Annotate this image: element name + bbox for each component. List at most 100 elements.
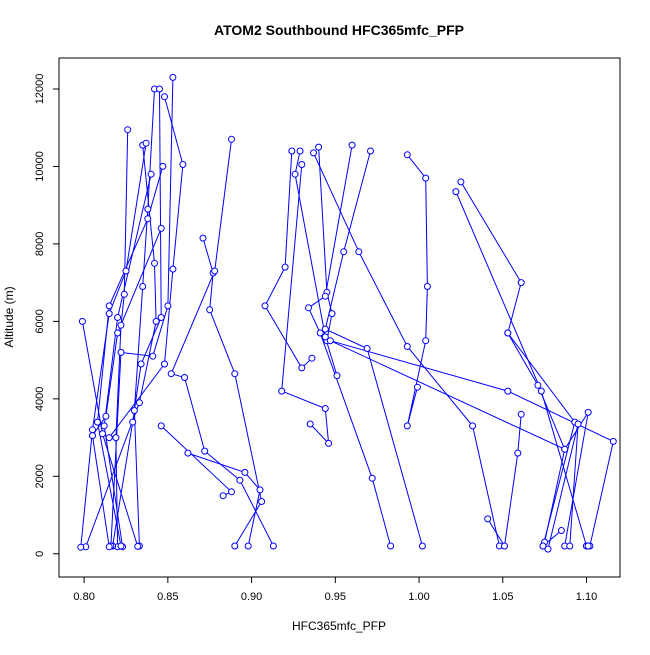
profile-line <box>103 174 152 547</box>
data-point <box>169 73 177 81</box>
data-point <box>321 325 329 333</box>
data-point <box>149 352 157 360</box>
y-tick-label: 2000 <box>34 464 46 488</box>
data-series <box>77 73 617 553</box>
data-point <box>306 420 314 428</box>
data-point <box>403 343 411 350</box>
profile-line <box>133 88 155 547</box>
data-point <box>363 345 371 352</box>
data-point <box>544 545 552 553</box>
data-point <box>161 360 168 368</box>
y-tick-label: 0 <box>34 551 46 557</box>
data-point <box>144 215 152 223</box>
data-point <box>142 139 150 147</box>
data-point <box>114 329 122 337</box>
data-point <box>135 399 143 407</box>
data-point <box>501 542 508 550</box>
data-point <box>159 162 167 170</box>
data-point <box>137 360 145 368</box>
data-point <box>504 387 512 395</box>
data-point <box>94 418 101 426</box>
data-point <box>105 302 113 310</box>
data-point <box>231 370 239 378</box>
data-point <box>348 141 356 149</box>
data-point <box>298 364 306 372</box>
data-point <box>228 135 235 143</box>
y-tick-label: 6000 <box>34 309 46 333</box>
data-point <box>514 449 522 457</box>
data-point <box>316 329 324 337</box>
data-point <box>256 486 264 494</box>
y-axis: 0 2000 4000 6000 8000 10000 12000 <box>34 74 60 557</box>
profile-line <box>318 147 333 341</box>
data-point <box>315 143 323 151</box>
profile-line <box>460 181 576 547</box>
data-point <box>321 405 329 412</box>
data-point <box>413 383 421 391</box>
data-point <box>99 430 106 438</box>
data-point <box>291 170 299 178</box>
data-point <box>139 283 147 290</box>
data-point <box>321 292 329 300</box>
data-point <box>422 174 430 182</box>
data-point <box>114 314 122 321</box>
data-point <box>164 302 172 310</box>
data-point <box>422 337 430 345</box>
profile-line <box>160 425 233 497</box>
data-point <box>201 447 209 455</box>
data-point <box>561 445 569 453</box>
data-point <box>228 488 235 496</box>
profile-line <box>264 150 313 369</box>
x-tick-label: 0.90 <box>241 591 262 603</box>
profile-line <box>330 340 614 547</box>
data-point <box>161 93 168 101</box>
data-point <box>281 263 289 271</box>
data-point <box>534 381 542 389</box>
profile-line <box>115 129 129 547</box>
plot-frame <box>58 57 621 578</box>
data-point <box>122 267 130 275</box>
chart-title: ATOM2 Southbound HFC365mfc_PFP <box>214 22 464 38</box>
data-point <box>584 408 592 416</box>
data-point <box>147 170 155 178</box>
x-tick-label: 1.05 <box>492 591 513 603</box>
data-point <box>418 542 426 550</box>
data-point <box>112 434 120 442</box>
profile-line <box>406 154 428 427</box>
data-point <box>167 370 175 378</box>
data-point <box>241 468 249 476</box>
data-point <box>152 317 160 325</box>
data-point <box>566 542 574 550</box>
data-point <box>469 422 477 430</box>
data-point <box>484 515 492 523</box>
data-point <box>278 387 286 395</box>
profile-line <box>307 145 392 547</box>
x-tick-label: 0.80 <box>73 591 94 603</box>
data-point <box>231 542 239 550</box>
data-point <box>308 354 316 362</box>
data-point <box>102 412 110 420</box>
data-point <box>105 434 113 442</box>
data-point <box>517 410 525 418</box>
data-point <box>211 267 219 275</box>
profile-line <box>85 145 157 547</box>
data-point <box>321 333 329 341</box>
data-point <box>117 542 125 550</box>
data-point <box>403 151 411 159</box>
data-point <box>328 310 336 318</box>
data-point <box>310 149 317 157</box>
data-point <box>120 290 128 298</box>
data-point <box>333 372 341 380</box>
data-point <box>89 426 96 434</box>
x-tick-label: 0.85 <box>157 591 178 603</box>
data-point <box>89 432 96 440</box>
data-point <box>325 439 333 447</box>
data-point <box>129 418 137 426</box>
data-point <box>219 492 227 500</box>
y-tick-label: 8000 <box>34 232 46 256</box>
data-point <box>157 422 165 430</box>
data-point <box>156 85 163 93</box>
data-point <box>261 302 269 310</box>
data-point <box>452 188 460 196</box>
data-point <box>100 422 108 430</box>
